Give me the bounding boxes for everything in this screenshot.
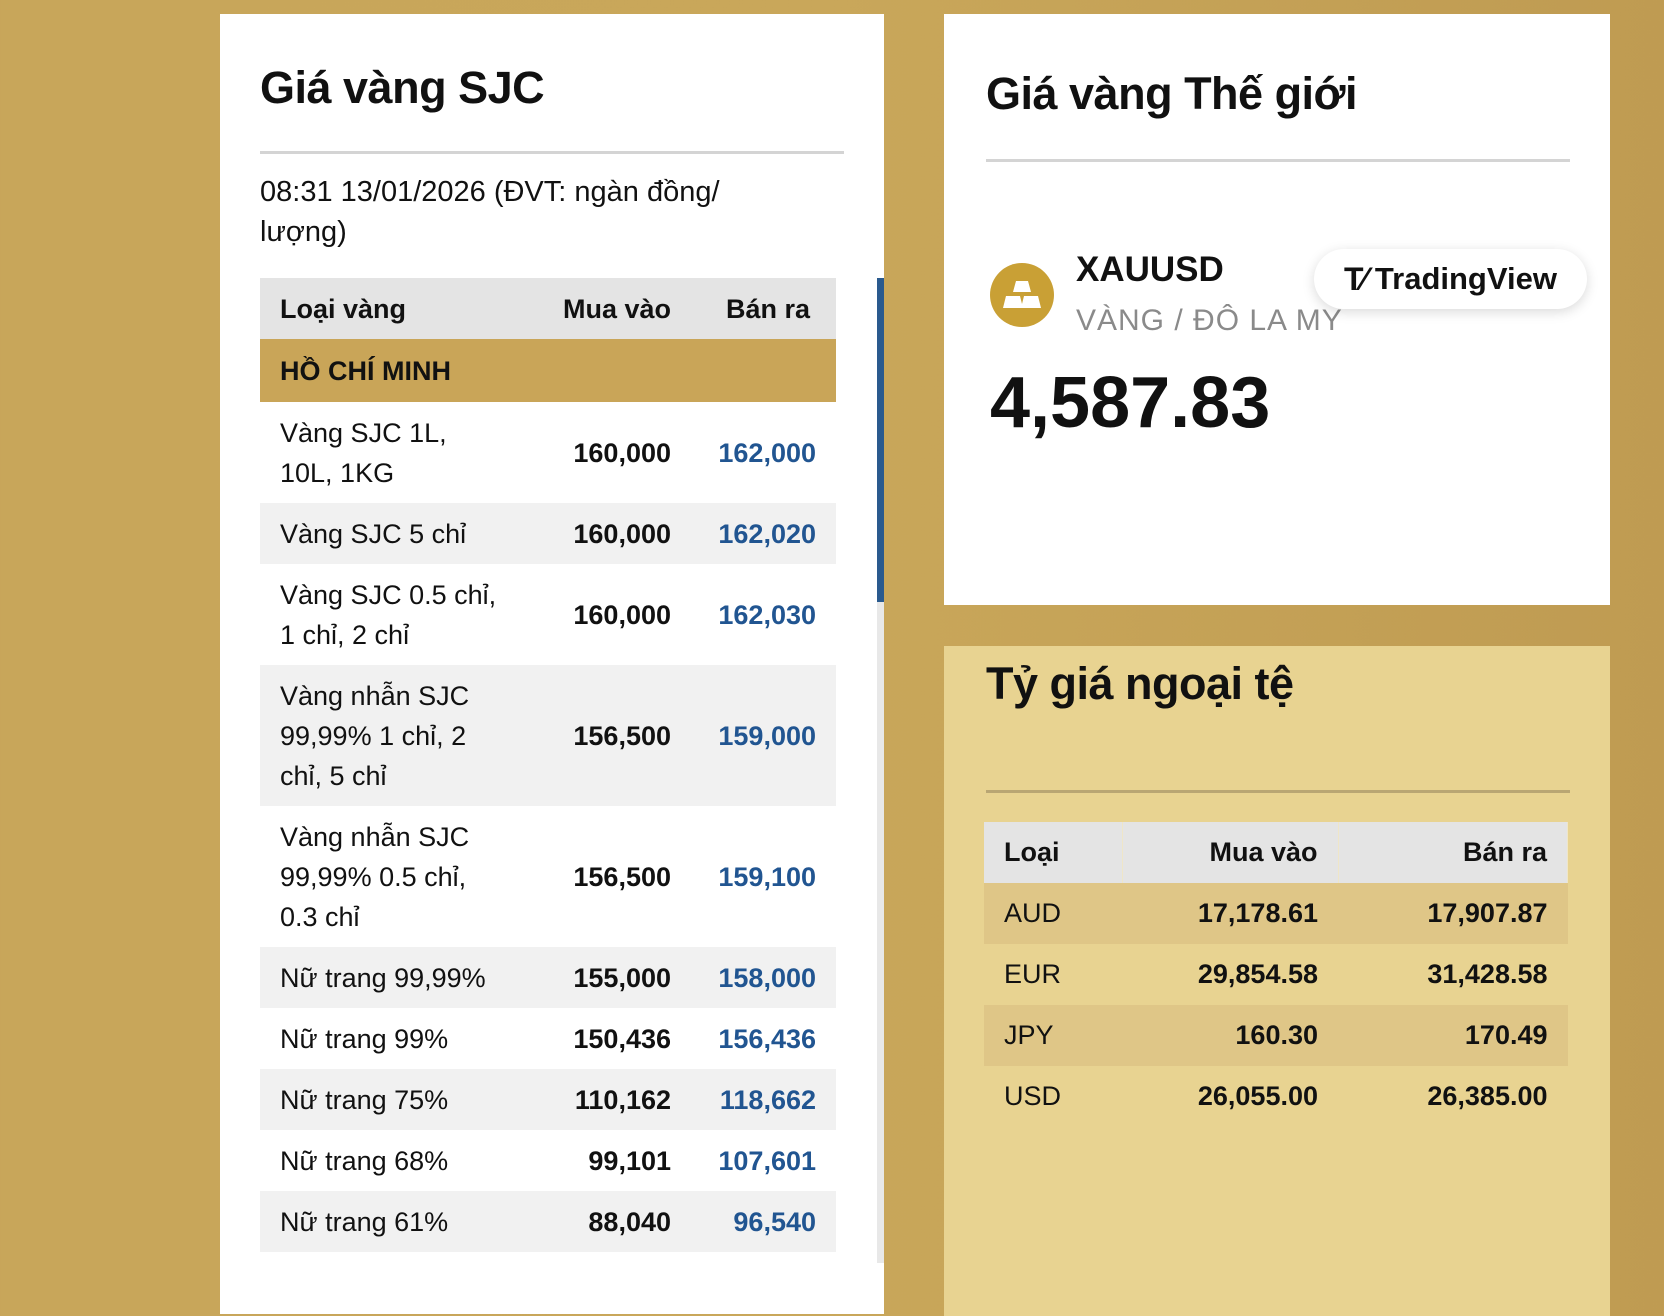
sell-rate: 31,428.58: [1427, 959, 1548, 989]
world-gold-card: Giá vàng Thế giới XAUUSD VÀNG / ĐÔ LA MY…: [944, 14, 1610, 605]
sell-price: 158,000: [718, 962, 816, 993]
table-row: Vàng SJC 5 chỉ 160,000 162,020: [260, 503, 836, 564]
buy-rate: 160.30: [1122, 1005, 1338, 1066]
sell-price: 107,601: [718, 1145, 816, 1176]
exchange-rate-table: Loại Mua vào Bán ra AUD 17,178.61 17,907.8…: [984, 822, 1568, 1127]
table-row: Nữ trang 68% 99,101 107,601: [260, 1130, 836, 1191]
table-row: AUD 17,178.61 17,907.87: [984, 883, 1568, 944]
col-type: Loại: [984, 822, 1123, 883]
buy-rate: 29,854.58: [1197, 959, 1318, 989]
table-row: EUR 29,854.58 31,428.58: [984, 944, 1568, 1005]
sell-price: 156,436: [718, 1023, 816, 1054]
col-sell: Bán ra: [1338, 822, 1568, 883]
divider: [260, 151, 844, 154]
buy-price: 160,000: [573, 518, 671, 549]
table-row: Vàng SJC 1L, 10L, 1KG 160,000 162,000: [260, 402, 836, 503]
table-row: Vàng nhẫn SJC 99,99% 1 chỉ, 2 chỉ, 5 chỉ…: [260, 665, 836, 806]
gold-type: Vàng SJC 5 chỉ: [280, 519, 467, 549]
currency: JPY: [984, 1005, 1122, 1066]
symbol-description: VÀNG / ĐÔ LA MY: [1076, 304, 1343, 337]
sell-rate: 26,385.00: [1427, 1081, 1548, 1111]
gold-type: Nữ trang 99%: [280, 1024, 449, 1054]
buy-rate: 17,178.61: [1122, 883, 1338, 944]
currency: USD: [1004, 1081, 1062, 1111]
table-row: Vàng SJC 0.5 chỉ, 1 chỉ, 2 chỉ 160,000 162…: [260, 564, 836, 665]
sell-rate: 170.49: [1338, 1005, 1568, 1066]
buy-price: 156,500: [573, 720, 671, 751]
currency: AUD: [984, 883, 1122, 944]
gold-type: Vàng SJC 1L, 10L, 1KG: [280, 418, 447, 488]
tradingview-label: TradingView: [1374, 261, 1557, 296]
table-row: USD 26,055.00 26,385.00: [984, 1066, 1568, 1127]
table-row: Nữ trang 99,99% 155,000 158,000: [260, 947, 836, 1008]
buy-price: 99,101: [588, 1145, 671, 1176]
col-sell: Bán ra: [671, 278, 836, 339]
table-row: Nữ trang 61% 88,040 96,540: [260, 1191, 836, 1252]
sjc-gold-card: Giá vàng SJC 08:31 13/01/2026 (ĐVT: ngàn…: [220, 14, 884, 1314]
sell-price: 96,540: [733, 1206, 816, 1237]
buy-price: 150,436: [573, 1023, 671, 1054]
world-title: Giá vàng Thế giới: [986, 68, 1358, 119]
gold-type: Vàng nhẫn SJC 99,99% 1 chỉ, 2 chỉ, 5 chỉ: [280, 681, 470, 791]
gold-type: Nữ trang 68%: [280, 1146, 449, 1176]
buy-price: 110,162: [574, 1084, 671, 1115]
sjc-price-table[interactable]: Loại vàng Mua vào Bán ra HỒ CHÍ MINH Vàn…: [260, 278, 836, 1263]
table-row: Nữ trang 99% 150,436 156,436: [260, 1008, 836, 1069]
table-row: Nữ trang 75% 110,162 118,662: [260, 1069, 836, 1130]
table-row: JPY 160.30 170.49: [984, 1005, 1568, 1066]
gold-price: 4,587.83: [990, 363, 1271, 443]
gold-type: Nữ trang 75%: [280, 1085, 449, 1115]
buy-rate: 26,055.00: [1197, 1081, 1318, 1111]
sell-price: 159,100: [718, 861, 816, 892]
buy-price: 88,040: [588, 1206, 671, 1237]
gold-type: Nữ trang 61%: [280, 1207, 449, 1237]
sjc-title: Giá vàng SJC: [260, 62, 545, 113]
exchange-rate-card: Tỷ giá ngoại tệ Loại Mua vào Bán ra AUD 1…: [944, 646, 1610, 1316]
fx-title: Tỷ giá ngoại tệ: [986, 658, 1294, 709]
tradingview-link[interactable]: T⁄ TradingView: [1314, 249, 1587, 309]
scrollbar-track[interactable]: [877, 278, 884, 1263]
col-buy: Mua vào: [531, 278, 671, 339]
gold-type: Vàng SJC 0.5 chỉ, 1 chỉ, 2 chỉ: [280, 580, 497, 650]
divider: [986, 159, 1570, 162]
sell-price: 162,020: [718, 518, 816, 549]
buy-price: 160,000: [573, 437, 671, 468]
sell-price: 159,000: [718, 720, 816, 751]
tradingview-logo-icon: T⁄: [1344, 260, 1367, 297]
table-row: Vàng nhẫn SJC 99,99% 0.5 chỉ, 0.3 chỉ 156…: [260, 806, 836, 947]
sell-rate: 17,907.87: [1338, 883, 1568, 944]
sell-price: 162,030: [718, 599, 816, 630]
col-type: Loại vàng: [260, 278, 531, 339]
region-label: HỒ CHÍ MINH: [260, 339, 836, 402]
buy-price: 155,000: [573, 962, 671, 993]
sell-price: 162,000: [718, 437, 816, 468]
divider: [986, 790, 1570, 793]
scrollbar-thumb[interactable]: [877, 278, 884, 602]
gold-bars-icon: [990, 263, 1054, 327]
col-buy: Mua vào: [1122, 822, 1339, 883]
currency: EUR: [1004, 959, 1062, 989]
symbol: XAUUSD: [1076, 250, 1224, 289]
sell-price: 118,662: [719, 1084, 816, 1115]
buy-price: 160,000: [573, 599, 671, 630]
gold-type: Nữ trang 99,99%: [280, 963, 486, 993]
buy-price: 156,500: [573, 861, 671, 892]
gold-type: Vàng nhẫn SJC 99,99% 0.5 chỉ, 0.3 chỉ: [280, 822, 470, 932]
update-date: 08:31 13/01/2026 (ĐVT: ngàn đồng/ lượng): [260, 176, 720, 248]
